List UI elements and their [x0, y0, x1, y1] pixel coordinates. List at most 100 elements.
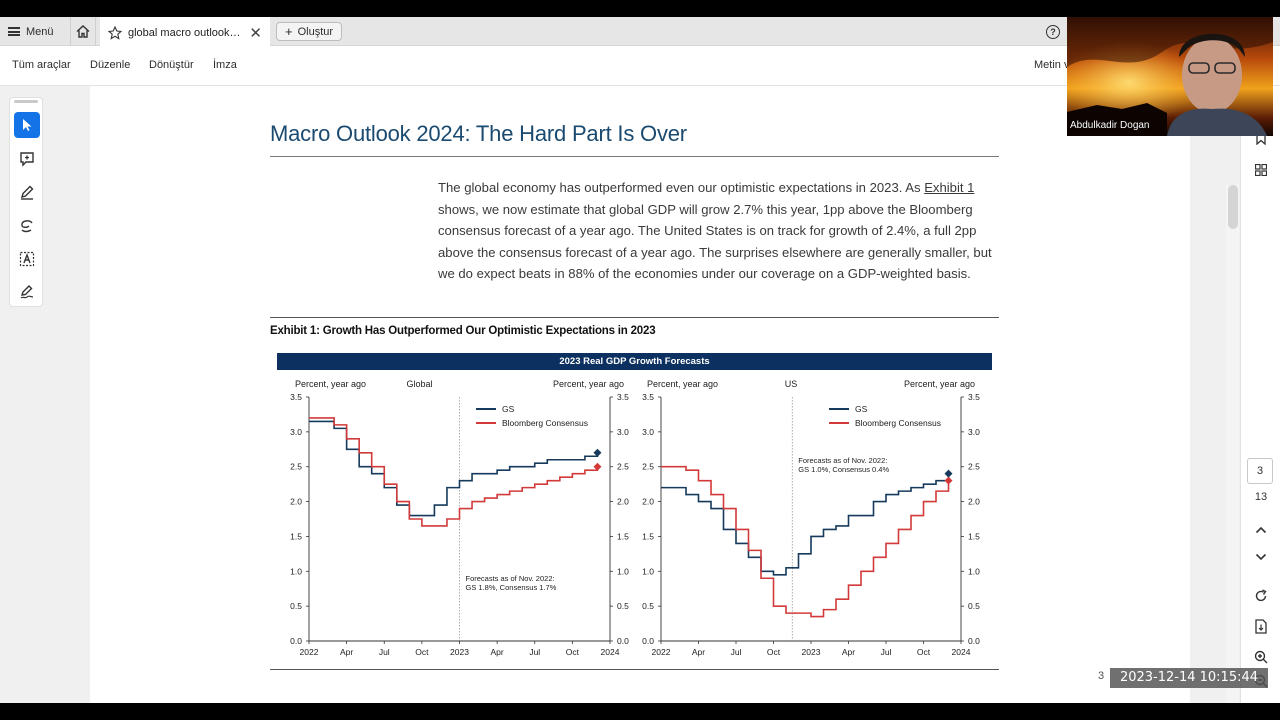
intro-text-end: shows, we now estimate that global GDP w… [438, 201, 992, 282]
current-page-input[interactable]: 3 [1247, 458, 1273, 484]
menu-convert[interactable]: Dönüştür [149, 59, 194, 71]
export-button[interactable] [1241, 616, 1280, 636]
panel-0-series-consensus-marker [593, 462, 602, 471]
menu-edit[interactable]: Düzenle [90, 59, 131, 71]
panel-1-xtick-label: Apr [842, 647, 855, 657]
help-icon: ? [1046, 24, 1060, 39]
panel-0-ytick-label-left: 3.5 [290, 392, 302, 402]
right-rail: 13 [1240, 86, 1280, 703]
main-toolbar: Tüm araçlar Düzenle Dönüştür İmza Metin … [0, 46, 1280, 86]
chart-banner: 2023 Real GDP Growth Forecasts [277, 353, 992, 370]
panel-0-xtick-label: Oct [566, 647, 580, 657]
panel-1-xtick-label: 2023 [802, 647, 821, 657]
help-button[interactable]: ? [1044, 17, 1062, 46]
grid-icon [1255, 164, 1267, 176]
menu-all-tools[interactable]: Tüm araçlar [12, 59, 71, 71]
panel-1-ytick-label-right: 1.0 [968, 566, 980, 576]
panel-1-right-axis-label: Percent, year ago [904, 379, 975, 389]
panel-0-xtick-label: Apr [491, 647, 504, 657]
panel-1-panel-title: US [785, 379, 798, 389]
panel-1-series-gs-line [661, 473, 950, 576]
panel-1-ytick-label-left: 0.5 [642, 601, 654, 611]
panel-1-xtick-label: 2022 [652, 647, 671, 657]
panel-1-xtick-label: Jul [881, 647, 892, 657]
panel-0-series-consensus-line [309, 417, 599, 527]
panel-1-ytick-label-right: 0.0 [968, 636, 980, 646]
panel-1-ytick-label-left: 1.5 [642, 531, 654, 541]
home-button[interactable] [70, 17, 96, 46]
freehand-draw-icon [21, 220, 33, 233]
select-cursor-icon [23, 119, 32, 131]
panel-0-ytick-label-right: 3.0 [617, 427, 629, 437]
file-export-icon [1255, 618, 1267, 634]
panel-0-ytick-label-right: 1.0 [617, 566, 629, 576]
panel-0-series-gs-marker [593, 448, 602, 457]
select-tool-button[interactable] [14, 112, 40, 138]
panel-0-legend-label-0: GS [502, 404, 515, 414]
menu-button[interactable]: Menü [8, 17, 54, 46]
highlight-button[interactable] [14, 179, 40, 205]
add-comment-icon [20, 152, 34, 167]
sign-button[interactable] [14, 279, 40, 305]
hamburger-icon [8, 27, 20, 36]
rail-grip[interactable] [14, 100, 38, 103]
panel-1-series-gs-marker [944, 469, 953, 478]
panel-1-annotation-line-1: GS 1.0%, Consensus 0.4% [798, 465, 889, 474]
tab-document[interactable]: global macro outlook f... ✕ [100, 17, 270, 46]
panel-0-ytick-label-right: 0.5 [617, 601, 629, 611]
tab-bar: Menü global macro outlook f... ✕ + Oluşt… [0, 17, 1280, 46]
panel-0-ytick-label-right: 2.0 [617, 497, 629, 507]
panel-1-legend-label-0: GS [855, 404, 868, 414]
panel-1-xtick-label: Jul [731, 647, 742, 657]
prev-page-button[interactable] [1241, 520, 1280, 540]
panel-0-panel-title: Global [406, 379, 432, 389]
scrollbar-thumb[interactable] [1228, 185, 1238, 229]
vertical-scrollbar[interactable] [1226, 185, 1239, 703]
left-tool-rail [9, 97, 43, 307]
panel-1-ytick-label-right: 0.5 [968, 601, 980, 611]
panel-0-ytick-label-left: 3.0 [290, 427, 302, 437]
panel-0-xtick-label: 2024 [601, 647, 620, 657]
text-box-button[interactable] [14, 246, 40, 272]
panel-1-xtick-label: Oct [917, 647, 931, 657]
star-icon[interactable] [108, 25, 122, 40]
gdp-forecast-charts: Percent, year ago Percent, year ago Global… [290, 379, 980, 657]
menu-text[interactable]: Metin v [1034, 59, 1070, 71]
panel-1-series-consensus-marker [944, 476, 953, 485]
panel-1-ytick-label-left: 3.0 [642, 427, 654, 437]
draw-button[interactable] [14, 213, 40, 239]
intro-text-start: The global economy has outperformed even… [438, 180, 925, 195]
panel-0-annotation-line-0: Forecasts as of Nov. 2022: [466, 574, 555, 583]
panel-0-xtick-label: Jul [529, 647, 540, 657]
panel-1-ytick-label-right: 2.0 [968, 497, 980, 507]
panel-0-ytick-label-left: 1.0 [290, 566, 302, 576]
create-button[interactable]: + Oluştur [276, 22, 343, 41]
tab-title: global macro outlook f... [128, 26, 244, 39]
add-comment-button[interactable] [14, 146, 40, 172]
thumbnails-button[interactable] [1241, 160, 1280, 180]
panel-0-ytick-label-right: 3.5 [617, 392, 629, 402]
panel-1-annotation-line-0: Forecasts as of Nov. 2022: [798, 456, 887, 465]
document-viewport[interactable]: Macro Outlook 2024: The Hard Part Is Ove… [90, 86, 1190, 703]
sign-icon [20, 285, 34, 299]
rotate-button[interactable] [1241, 586, 1280, 606]
title-divider [270, 156, 999, 157]
exhibit-link[interactable]: Exhibit 1 [924, 180, 975, 195]
recording-timestamp: 2023-12-14 10:15:44 [1110, 668, 1268, 688]
intro-paragraph: The global economy has outperformed even… [438, 177, 998, 285]
panel-0-left-axis-label: Percent, year ago [295, 379, 366, 389]
menu-sign[interactable]: İmza [213, 59, 237, 71]
page-number-overlay: 3 [1098, 670, 1105, 682]
create-label: Oluştur [297, 25, 334, 38]
chevron-down-icon [1255, 553, 1267, 561]
close-tab-icon[interactable]: ✕ [249, 24, 262, 42]
panel-0-xtick-label: Oct [415, 647, 429, 657]
zoom-in-button[interactable] [1241, 647, 1280, 667]
next-page-button[interactable] [1241, 547, 1280, 567]
panel-1-ytick-label-left: 0.0 [642, 636, 654, 646]
panel-1-xtick-label: Oct [767, 647, 781, 657]
panel-1-xtick-label: 2024 [952, 647, 971, 657]
panel-1-ytick-label-right: 3.5 [968, 392, 980, 402]
panel-1-ytick-label-left: 2.0 [642, 497, 654, 507]
panel-0-ytick-label-right: 2.5 [617, 462, 629, 472]
